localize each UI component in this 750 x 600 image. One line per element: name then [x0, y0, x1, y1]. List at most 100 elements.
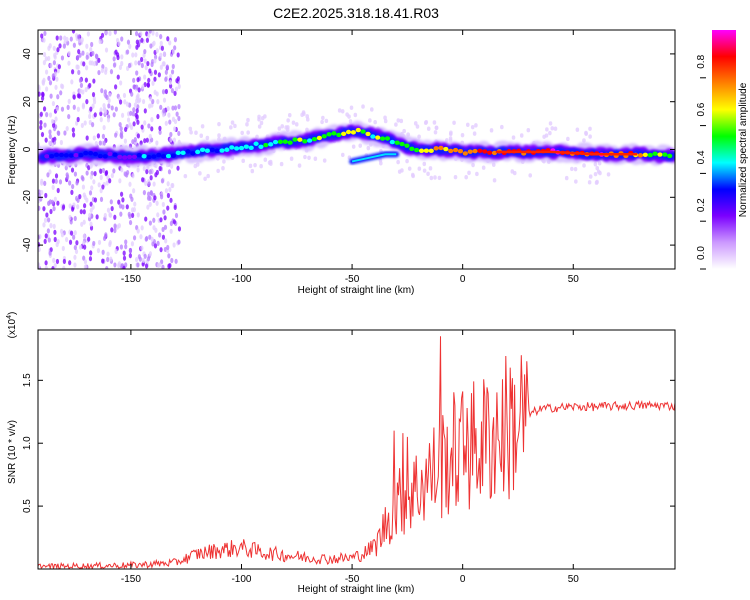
- heatmap-cell: [433, 130, 438, 135]
- heatmap-cell: [117, 223, 121, 229]
- heatmap-cell: [51, 137, 55, 143]
- heatmap-cell: [68, 260, 72, 266]
- heatmap-cell: [489, 128, 494, 133]
- heatmap-cell: [358, 143, 363, 148]
- heatmap-cell: [70, 79, 74, 85]
- heatmap-cell: [292, 137, 298, 142]
- heatmap-cell: [162, 209, 166, 215]
- heatmap-cell: [44, 154, 50, 159]
- heatmap-cell: [76, 116, 80, 123]
- heatmap-cell: [52, 45, 56, 51]
- heatmap-cell: [130, 196, 134, 202]
- heatmap-cell: [190, 151, 196, 156]
- spectrogram-y-tick-label: -40: [22, 237, 33, 252]
- heatmap-cell: [53, 236, 57, 243]
- heatmap-cell: [448, 136, 453, 141]
- heatmap-cell: [156, 212, 160, 218]
- heatmap-cell: [96, 247, 101, 254]
- heatmap-cell: [89, 174, 93, 180]
- heatmap-cell: [39, 111, 43, 117]
- heatmap-cell: [84, 77, 88, 83]
- heatmap-cell: [173, 90, 177, 96]
- heatmap-cell: [150, 117, 154, 123]
- heatmap-cell: [169, 137, 173, 143]
- heatmap-cell: [194, 130, 198, 135]
- heatmap-cell: [173, 204, 177, 211]
- heatmap-cell: [92, 78, 96, 84]
- heatmap-cell: [49, 93, 53, 99]
- heatmap-cell: [102, 140, 106, 146]
- heatmap-cell: [92, 179, 96, 185]
- heatmap-cell: [158, 129, 162, 135]
- heatmap-cell: [389, 139, 395, 145]
- heatmap-cell: [159, 64, 163, 70]
- heatmap-cell: [88, 190, 93, 196]
- heatmap-cell: [433, 146, 439, 151]
- heatmap-cell: [47, 237, 51, 243]
- heatmap-cell: [168, 40, 172, 46]
- heatmap-cell: [397, 169, 402, 174]
- heatmap-cell: [250, 168, 255, 174]
- heatmap-cell: [550, 126, 555, 131]
- heatmap-cell: [48, 80, 53, 86]
- heatmap-cell: [73, 215, 77, 222]
- heatmap-cell: [136, 77, 140, 83]
- heatmap-cell: [140, 225, 144, 231]
- heatmap-cell: [163, 224, 168, 230]
- spectrogram-y-tick-label: 0: [22, 146, 33, 152]
- heatmap-cell: [164, 238, 168, 244]
- heatmap-cell: [253, 162, 257, 168]
- heatmap-cell: [159, 247, 163, 253]
- heatmap-cell: [174, 212, 179, 219]
- heatmap-cell: [40, 131, 45, 138]
- heatmap-cell: [91, 122, 95, 128]
- heatmap-cell: [92, 61, 97, 67]
- heatmap-cell: [198, 171, 202, 176]
- heatmap-cell: [154, 227, 158, 233]
- heatmap-cell: [140, 245, 144, 251]
- heatmap-cell: [340, 152, 345, 158]
- heatmap-cell: [82, 209, 86, 215]
- heatmap-cell: [79, 209, 83, 215]
- heatmap-cell: [54, 116, 58, 122]
- heatmap-cell: [355, 127, 361, 133]
- heatmap-cell: [176, 165, 180, 171]
- heatmap-cell: [132, 188, 136, 194]
- heatmap-cell: [78, 77, 83, 83]
- heatmap-cell: [76, 54, 80, 61]
- heatmap-cell: [118, 121, 122, 128]
- heatmap-cell: [77, 69, 81, 76]
- heatmap-cell: [106, 207, 111, 213]
- heatmap-cell: [146, 60, 150, 67]
- heatmap-cell: [113, 223, 117, 229]
- heatmap-cell: [160, 45, 165, 51]
- heatmap-cell: [104, 30, 108, 36]
- heatmap-cell: [164, 120, 168, 126]
- heatmap-cell: [180, 150, 186, 156]
- heatmap-cell: [97, 182, 101, 188]
- heatmap-cell: [216, 168, 220, 174]
- heatmap-cell: [133, 201, 137, 207]
- heatmap-cell: [88, 212, 92, 218]
- heatmap-cell: [74, 248, 79, 255]
- heatmap-cell: [214, 148, 220, 153]
- heatmap-cell: [153, 69, 158, 75]
- heatmap-cell: [257, 124, 262, 129]
- heatmap-cell: [103, 89, 108, 95]
- heatmap-cell: [123, 171, 128, 177]
- heatmap-cell: [428, 166, 433, 171]
- heatmap-cell: [229, 125, 233, 130]
- heatmap-cell: [155, 140, 159, 146]
- heatmap-cell: [159, 194, 164, 200]
- heatmap-cell: [144, 65, 148, 71]
- heatmap-cell: [279, 161, 284, 167]
- heatmap-cell: [62, 43, 66, 49]
- heatmap-cell: [128, 213, 132, 220]
- heatmap-cell: [159, 104, 163, 110]
- heatmap-cell: [72, 42, 76, 48]
- heatmap-cell: [136, 262, 140, 268]
- heatmap-cell: [404, 143, 410, 148]
- heatmap-cell: [145, 37, 150, 43]
- heatmap-cell: [124, 126, 128, 133]
- heatmap-cell: [162, 108, 166, 114]
